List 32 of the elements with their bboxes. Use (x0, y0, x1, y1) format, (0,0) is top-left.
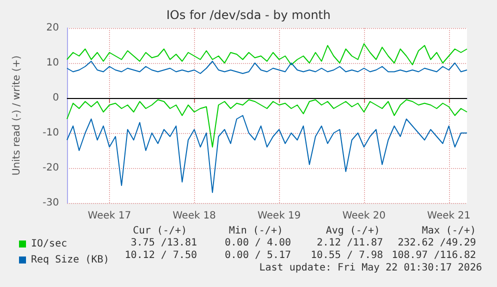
text: 232.62 /49.29 (398, 238, 476, 248)
y-tick-label: -30 (42, 198, 59, 208)
text: 3.75 /13.81 (130, 238, 197, 248)
line-series (66, 60, 468, 74)
text: Last update: Fri May 22 01:30:17 2026 (259, 262, 482, 274)
y-tick-label: -20 (42, 162, 59, 174)
x-tick-label: Week 21 (427, 210, 470, 222)
line-series (66, 43, 468, 66)
y-tick-label: -10 (42, 128, 59, 138)
text: Cur (-/+) (132, 226, 187, 236)
legend-label: IO/sec (31, 238, 68, 250)
text: 10.55 / 7.98 (310, 250, 383, 261)
line-series (66, 115, 468, 193)
text: 10.12 / 7.50 (124, 250, 197, 261)
text: Avg (-/+) (326, 226, 380, 236)
x-tick-label: Week 18 (172, 210, 216, 222)
text: 0.00 / 5.17 (224, 250, 291, 261)
text: 2.12 /11.87 (316, 238, 383, 248)
text: Min (-/+) (228, 226, 283, 236)
text: 108.97 /116.82 (392, 250, 476, 261)
y-axis-title: Units read (-) / write (+) (12, 55, 22, 176)
legend-label: Req Size (KB) (31, 254, 110, 266)
x-tick-label: Week 20 (342, 210, 386, 222)
text: Max (-/+) (422, 226, 476, 236)
y-tick-label: 20 (46, 22, 59, 34)
text: 0.00 / 4.00 (224, 238, 291, 248)
y-tick-label: 0 (52, 92, 59, 104)
chart-title: IOs for /dev/sda - by month (166, 8, 331, 22)
line-series (66, 99, 468, 148)
x-tick-label: Week 17 (88, 210, 132, 222)
x-tick-label: Week 19 (257, 210, 301, 222)
y-tick-label: 10 (46, 58, 59, 68)
